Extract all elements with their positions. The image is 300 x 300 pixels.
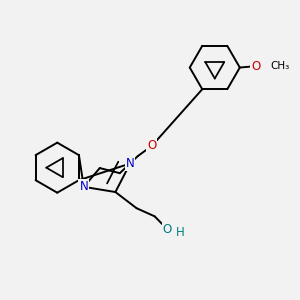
Text: H: H — [176, 226, 184, 239]
Text: N: N — [126, 157, 134, 170]
Text: O: O — [147, 140, 157, 152]
Text: N: N — [80, 180, 88, 193]
Text: O: O — [163, 223, 172, 236]
Text: CH₃: CH₃ — [270, 61, 290, 71]
Text: O: O — [251, 60, 261, 73]
